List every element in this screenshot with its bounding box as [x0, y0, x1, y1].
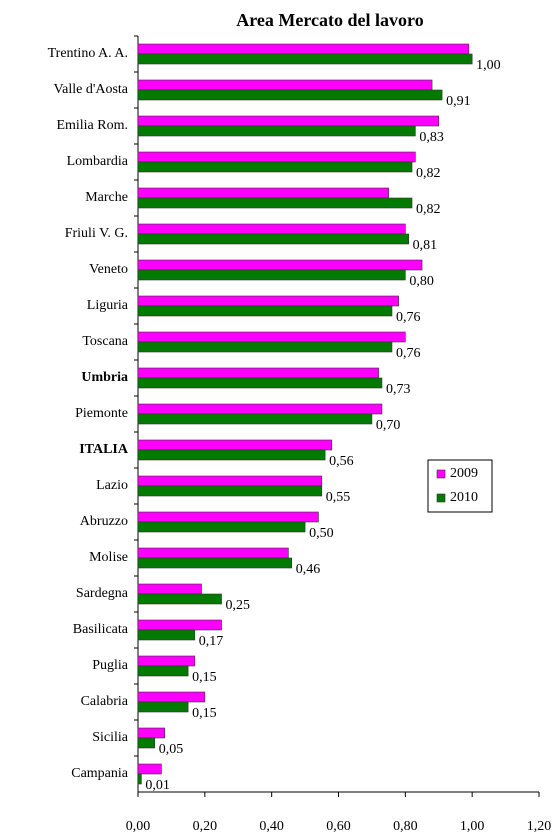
data-label: 0,70 — [376, 418, 401, 433]
bar — [137, 377, 383, 389]
data-label: 1,00 — [476, 58, 501, 73]
data-label: 0,50 — [309, 526, 334, 541]
y-tick-label: Abruzzo — [80, 514, 128, 529]
bar — [137, 43, 470, 55]
x-tick-label: 0,40 — [259, 819, 284, 834]
bar — [137, 593, 222, 605]
y-tick-label: Trentino A. A. — [48, 46, 128, 61]
legend-label: 2010 — [450, 490, 478, 505]
data-label: 0,17 — [199, 634, 224, 649]
data-label: 0,76 — [396, 310, 421, 325]
bar — [137, 341, 393, 353]
bar — [137, 619, 222, 631]
bar — [137, 727, 166, 739]
x-tick-label: 1,20 — [527, 819, 552, 834]
bar — [137, 475, 323, 487]
data-label: 0,55 — [326, 490, 351, 505]
bar — [137, 223, 406, 235]
bar — [137, 773, 142, 785]
y-tick-label: Calabria — [81, 694, 129, 709]
data-label: 0,15 — [192, 706, 217, 721]
bar — [137, 655, 196, 667]
bar — [137, 269, 406, 281]
y-tick-label: Basilicata — [73, 622, 129, 637]
bar — [137, 439, 333, 451]
data-label: 0,76 — [396, 346, 421, 361]
data-label: 0,81 — [413, 238, 438, 253]
chart-title: Area Mercato del lavoro — [236, 10, 423, 30]
data-label: 0,46 — [296, 562, 321, 577]
legend-swatch — [436, 493, 446, 503]
bar — [137, 115, 440, 127]
y-tick-label: Toscana — [82, 334, 128, 349]
y-tick-label: Lombardia — [67, 154, 129, 169]
bar — [137, 763, 162, 775]
y-tick-label: Sicilia — [92, 730, 129, 745]
bar — [137, 331, 406, 343]
bar — [137, 197, 413, 209]
bar — [137, 557, 293, 569]
bar — [137, 53, 473, 65]
bar — [137, 449, 326, 461]
bar — [137, 305, 393, 317]
bar — [137, 79, 433, 91]
data-label: 0,82 — [416, 202, 441, 217]
y-tick-label: Emilia Rom. — [56, 118, 128, 133]
bar — [137, 151, 416, 163]
x-tick-label: 1,00 — [460, 819, 485, 834]
y-tick-label: Marche — [85, 190, 128, 205]
x-tick-label: 0,20 — [193, 819, 218, 834]
data-label: 0,83 — [419, 130, 444, 145]
y-tick-label: Campania — [71, 766, 129, 781]
x-tick-label: 0,00 — [126, 819, 151, 834]
y-tick-label: Friuli V. G. — [65, 226, 128, 241]
x-tick-label: 0,60 — [326, 819, 351, 834]
bar — [137, 367, 379, 379]
y-tick-label: Piemonte — [75, 406, 128, 421]
data-label: 0,25 — [226, 598, 251, 613]
legend-swatch — [436, 469, 446, 479]
data-label: 0,15 — [192, 670, 217, 685]
y-tick-label: Lazio — [96, 478, 128, 493]
data-label: 0,73 — [386, 382, 411, 397]
bar — [137, 295, 399, 307]
data-label: 0,80 — [409, 274, 434, 289]
data-label: 0,91 — [446, 94, 471, 109]
bar — [137, 161, 413, 173]
bar — [137, 485, 323, 497]
y-tick-label: Umbria — [81, 370, 128, 385]
bar — [137, 701, 189, 713]
y-tick-label: Liguria — [87, 298, 129, 313]
bar — [137, 521, 306, 533]
bar — [137, 187, 389, 199]
bar — [137, 665, 189, 677]
y-tick-label: Molise — [89, 550, 128, 565]
x-tick-label: 0,80 — [393, 819, 418, 834]
data-label: 0,56 — [329, 454, 354, 469]
bar — [137, 233, 409, 245]
bar — [137, 737, 156, 749]
bar — [137, 89, 443, 101]
legend-box — [427, 459, 493, 513]
bar — [137, 413, 373, 425]
y-tick-label: ITALIA — [79, 442, 129, 457]
y-tick-label: Veneto — [89, 262, 128, 277]
bar — [137, 403, 383, 415]
y-tick-label: Sardegna — [76, 586, 129, 601]
data-label: 0,05 — [159, 742, 184, 757]
bar — [137, 125, 416, 137]
data-label: 0,01 — [145, 778, 170, 793]
legend-label: 2009 — [450, 466, 478, 481]
y-tick-label: Puglia — [92, 658, 129, 673]
bar — [137, 583, 202, 595]
data-label: 0,82 — [416, 166, 441, 181]
bar — [137, 691, 206, 703]
bar — [137, 511, 319, 523]
bar — [137, 259, 423, 271]
y-tick-label: Valle d'Aosta — [54, 82, 129, 97]
bar — [137, 547, 289, 559]
bar — [137, 629, 196, 641]
